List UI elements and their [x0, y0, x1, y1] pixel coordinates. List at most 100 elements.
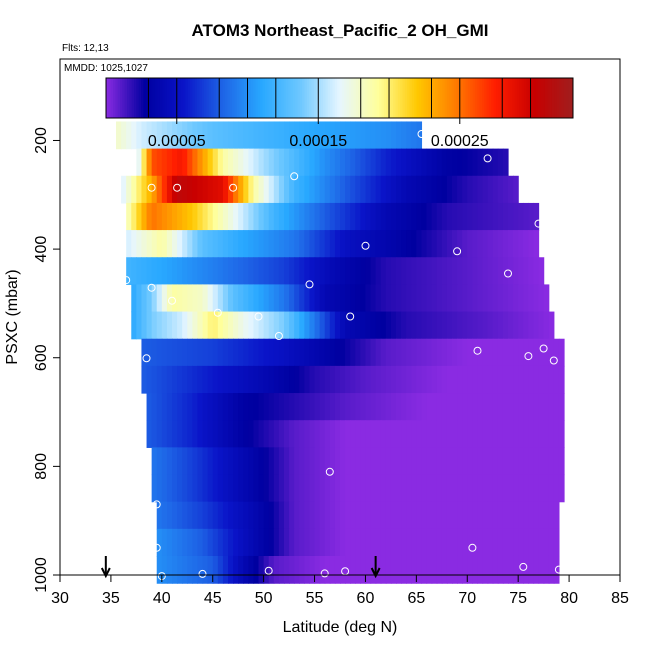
heatmap-cell — [396, 555, 402, 584]
heatmap-cell — [365, 447, 372, 476]
heatmap-cells — [116, 121, 565, 584]
heatmap-cell — [365, 528, 372, 557]
heatmap-cell — [268, 230, 275, 258]
colorbar-segment — [122, 78, 126, 118]
heatmap-cell — [487, 230, 494, 258]
heatmap-cell — [172, 338, 178, 367]
heatmap-cell — [299, 555, 305, 584]
colorbar-segment — [402, 78, 406, 118]
heatmap-cell — [457, 555, 463, 584]
heatmap-cell — [355, 555, 361, 584]
heatmap-cell — [355, 175, 361, 204]
heatmap-cell — [161, 420, 168, 448]
heatmap-cell — [228, 202, 234, 231]
heatmap-cell — [340, 528, 346, 557]
heatmap-cell — [370, 230, 377, 258]
heatmap-cell — [492, 284, 499, 313]
heatmap-cell — [502, 338, 509, 367]
heatmap-cell — [467, 447, 473, 476]
heatmap-cell — [436, 230, 443, 258]
heatmap-cell — [268, 393, 275, 421]
colorbar-segment — [442, 78, 446, 118]
heatmap-cell — [396, 121, 402, 150]
colorbar-segment — [346, 78, 350, 118]
heatmap-cell — [228, 528, 234, 557]
heatmap-cell — [390, 284, 397, 313]
heatmap-cell — [513, 365, 519, 394]
heatmap-cell — [289, 393, 295, 421]
heatmap-cell — [187, 447, 193, 476]
heatmap-cell — [528, 393, 535, 421]
heatmap-cell — [172, 501, 178, 530]
heatmap-cell — [513, 474, 519, 503]
heatmap-cell — [421, 230, 428, 258]
heatmap-cell — [436, 338, 443, 367]
heatmap-cell — [431, 365, 438, 394]
flights-note: Flts: 12,13 — [62, 43, 109, 54]
heatmap-cell — [345, 257, 351, 286]
heatmap-cell — [187, 474, 193, 503]
colorbar-segment — [297, 78, 301, 118]
colorbar-segment — [467, 78, 471, 118]
arrow-head — [100, 567, 111, 579]
colorbar-segment — [162, 78, 165, 118]
heatmap-cell — [202, 420, 209, 448]
heatmap-cell — [136, 284, 143, 313]
heatmap-cell — [401, 365, 407, 394]
heatmap-cell — [207, 257, 214, 286]
colorbar-segment — [435, 78, 439, 118]
heatmap-cell — [380, 420, 387, 448]
heatmap-cell — [222, 121, 229, 150]
heatmap-cell — [345, 501, 351, 530]
colorbar-segment — [243, 78, 247, 118]
heatmap-cell — [497, 257, 504, 286]
colorbar-segment — [423, 78, 427, 118]
heatmap-cell — [396, 474, 402, 503]
heatmap-cell — [380, 501, 387, 530]
colorbar-segment — [159, 78, 163, 118]
heatmap-cell — [243, 338, 249, 367]
heatmap-cell — [172, 311, 178, 340]
heatmap-cell — [472, 202, 479, 231]
heatmap-cell — [528, 420, 535, 448]
heatmap-cell — [197, 528, 204, 557]
heatmap-cell — [202, 501, 209, 530]
heatmap-cell — [222, 338, 229, 367]
colorbar-segment — [325, 78, 329, 118]
heatmap-cell — [467, 175, 473, 204]
heatmap-cell — [299, 447, 305, 476]
heatmap-cell — [533, 555, 540, 584]
heatmap-cell — [192, 474, 199, 503]
heatmap-cell — [334, 148, 341, 177]
heatmap-cell — [340, 257, 346, 286]
heatmap-cell — [228, 501, 234, 530]
heatmap-cell — [212, 420, 219, 448]
heatmap-cell — [513, 501, 519, 530]
heatmap-cell — [365, 148, 372, 177]
heatmap-cell — [492, 447, 499, 476]
heatmap-cell — [441, 257, 448, 286]
heatmap-cell — [502, 284, 509, 313]
colorbar-segment — [302, 78, 305, 118]
colorbar-segment — [257, 78, 261, 118]
heatmap-cell — [233, 202, 239, 231]
colorbar-segment — [292, 78, 296, 118]
heatmap-cell — [396, 175, 402, 204]
colorbar-segment — [414, 78, 418, 118]
heatmap-cell — [528, 555, 535, 584]
heatmap-cell — [472, 501, 479, 530]
heatmap-cell — [431, 284, 438, 313]
heatmap-cell — [528, 528, 535, 557]
heatmap-cell — [233, 555, 239, 584]
colorbar-segment — [141, 78, 144, 118]
heatmap-cell — [446, 202, 453, 231]
heatmap-cell — [390, 447, 397, 476]
colorbar-segment — [313, 78, 317, 118]
colorbar-segment — [127, 78, 130, 118]
heatmap-cell — [360, 175, 367, 204]
heatmap-cell — [375, 365, 382, 394]
heatmap-cell — [248, 257, 255, 286]
colorbar-segment — [514, 78, 518, 118]
heatmap-cell — [161, 338, 168, 367]
